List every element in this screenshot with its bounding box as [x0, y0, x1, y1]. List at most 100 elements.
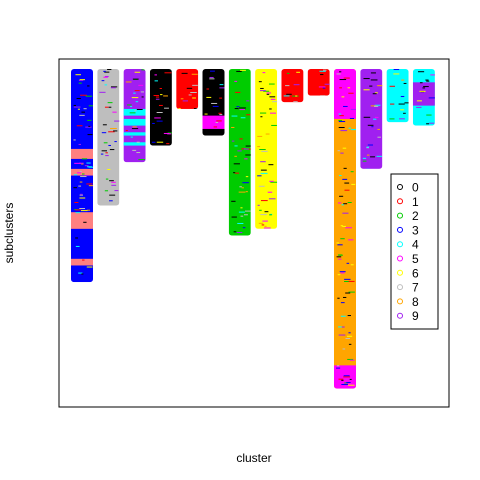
subcluster-tick: [138, 84, 144, 86]
legend-item-3: 3: [397, 223, 419, 237]
subcluster-tick: [103, 142, 108, 144]
subcluster-tick: [104, 84, 108, 86]
subcluster-tick: [130, 106, 133, 108]
legend-label: 6: [412, 266, 419, 280]
subcluster-tick: [370, 79, 378, 81]
subcluster-tick: [369, 85, 373, 87]
subcluster-tick: [347, 384, 355, 386]
subcluster-tick: [362, 160, 367, 162]
subcluster-tick: [270, 181, 278, 183]
subcluster-tick: [336, 367, 341, 369]
legend-label: 0: [412, 181, 419, 195]
subcluster-tick: [260, 87, 264, 89]
subcluster-tick: [246, 100, 250, 102]
subcluster-tick: [263, 227, 271, 229]
subcluster-tick: [340, 315, 346, 317]
legend-label: 9: [412, 309, 419, 323]
subcluster-tick: [348, 343, 352, 345]
subcluster-tick: [75, 245, 80, 247]
cluster-bar-7-fill: [228, 69, 251, 236]
subcluster-tick: [73, 106, 81, 108]
subcluster-tick: [79, 197, 86, 199]
subcluster-tick: [260, 172, 268, 174]
subcluster-tick: [245, 176, 249, 178]
legend-item-6: 6: [397, 266, 419, 280]
subcluster-tick: [75, 237, 79, 239]
subcluster-tick: [101, 80, 105, 82]
subcluster-tick: [366, 154, 370, 156]
subcluster-tick: [138, 159, 146, 161]
subcluster-tick: [104, 106, 109, 108]
subcluster-tick: [88, 125, 91, 127]
subcluster-tick: [83, 221, 87, 223]
subcluster-tick: [154, 74, 157, 76]
subcluster-tick: [84, 175, 91, 177]
subcluster-tick: [113, 130, 118, 132]
subcluster-tick: [78, 82, 82, 84]
subcluster-tick: [136, 108, 143, 110]
subcluster-tick: [151, 141, 156, 143]
subcluster-tick: [269, 108, 272, 110]
subcluster-tick: [231, 126, 235, 128]
subcluster-tick: [259, 90, 266, 92]
subcluster-tick: [322, 69, 327, 71]
subcluster-tick: [239, 186, 242, 188]
subcluster-tick: [186, 87, 193, 89]
subcluster-tick: [134, 71, 141, 73]
legend-label: 8: [412, 295, 419, 309]
subcluster-tick: [234, 108, 239, 110]
subcluster-tick: [216, 120, 222, 122]
subcluster-tick: [286, 93, 292, 95]
subcluster-tick: [338, 334, 346, 336]
subcluster-tick: [73, 104, 77, 106]
subcluster-tick: [295, 95, 298, 97]
subcluster-tick: [346, 335, 353, 337]
subcluster-tick: [80, 210, 88, 212]
subcluster-tick: [240, 117, 246, 119]
cluster-bar-8: [255, 69, 278, 229]
cluster-bar-1: [71, 69, 93, 283]
subcluster-tick: [338, 378, 344, 380]
subcluster-tick: [372, 93, 377, 95]
subcluster-tick: [101, 150, 108, 152]
subcluster-tick: [350, 386, 356, 388]
subcluster-tick: [351, 183, 356, 185]
subcluster-tick: [363, 116, 371, 118]
subcluster-tick: [178, 108, 181, 109]
subcluster-tick: [75, 209, 81, 211]
subcluster-tick: [350, 129, 356, 131]
subcluster-tick: [167, 132, 172, 134]
subcluster-tick: [208, 95, 214, 97]
subcluster-tick: [346, 381, 351, 383]
subcluster-tick: [127, 104, 132, 106]
subcluster-tick: [112, 111, 117, 113]
subcluster-tick: [416, 100, 422, 102]
subcluster-tick: [343, 105, 348, 107]
subcluster-tick: [108, 131, 115, 133]
subcluster-tick: [79, 208, 86, 210]
subcluster-tick: [188, 94, 192, 96]
subcluster-tick: [164, 72, 172, 74]
subcluster-tick: [293, 101, 298, 103]
subcluster-tick: [260, 161, 266, 163]
plot-frame: [58, 58, 450, 408]
subcluster-tick: [205, 133, 212, 135]
cluster-bar-12: [360, 69, 383, 169]
subcluster-tick: [108, 144, 111, 146]
subcluster-tick: [132, 149, 137, 151]
legend-marker: [397, 284, 403, 291]
subcluster-tick: [231, 200, 236, 202]
subcluster-tick: [219, 87, 225, 89]
cluster-bar-1-band-3: [71, 258, 93, 266]
subcluster-tick: [429, 122, 435, 124]
subcluster-tick: [136, 152, 141, 154]
subcluster-tick: [84, 165, 89, 167]
subcluster-tick: [270, 98, 276, 100]
subcluster-tick: [345, 292, 351, 294]
subcluster-tick: [318, 86, 326, 88]
subcluster-tick: [158, 104, 163, 106]
subcluster-tick: [342, 147, 347, 149]
subcluster-tick: [160, 94, 163, 96]
subcluster-tick: [296, 71, 301, 73]
legend-label: 7: [412, 281, 419, 295]
